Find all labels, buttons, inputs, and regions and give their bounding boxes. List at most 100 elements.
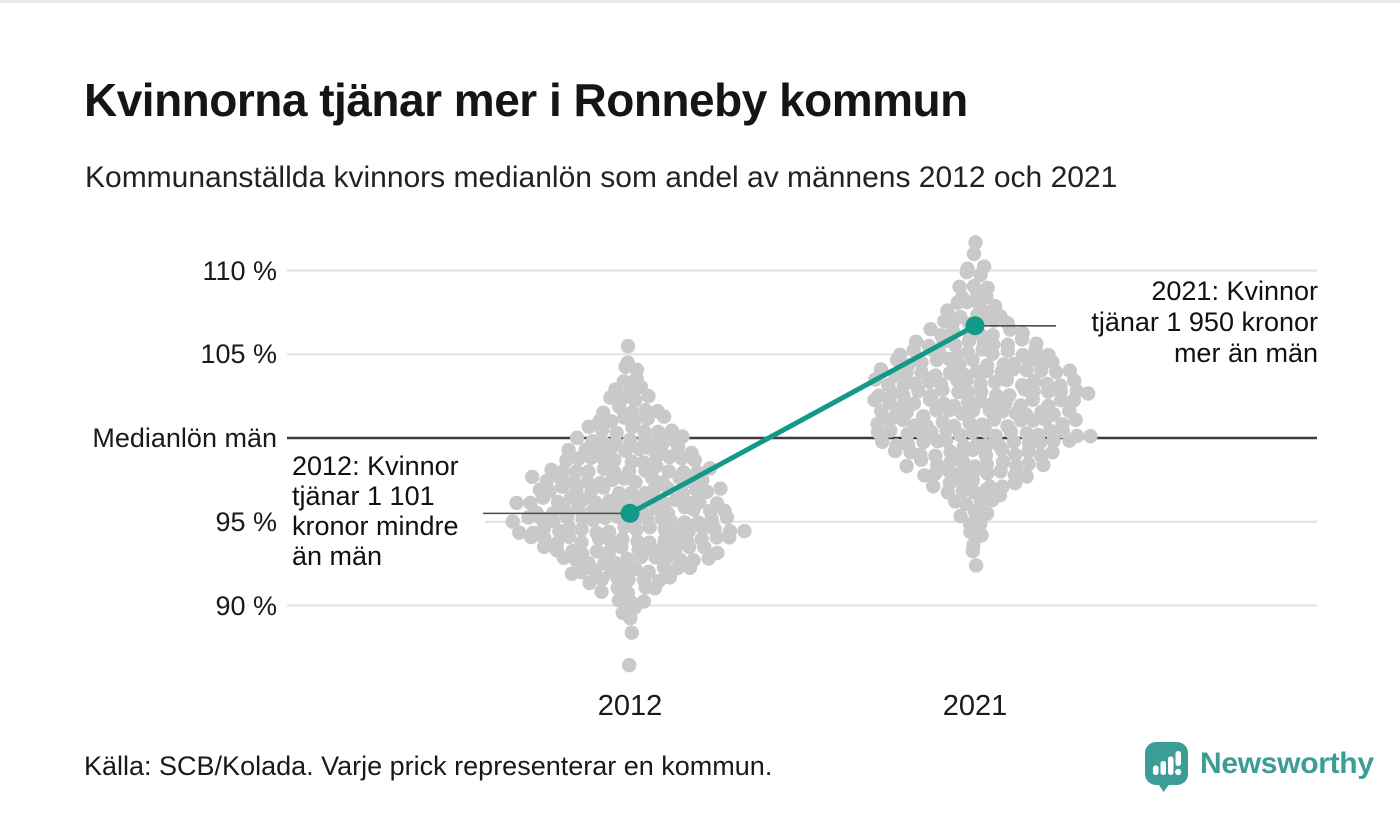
municipality-dot [965, 424, 980, 440]
municipality-dot [644, 470, 660, 485]
municipality-dot [674, 451, 690, 466]
municipality-dot [935, 382, 950, 398]
municipality-dot [973, 516, 988, 532]
municipality-dot [978, 438, 994, 453]
municipality-dot [963, 524, 978, 540]
municipality-dot [1045, 445, 1060, 460]
municipality-dot [682, 539, 697, 555]
municipality-dot [609, 570, 625, 585]
municipality-dot [896, 377, 912, 392]
municipality-dot [628, 561, 643, 576]
beeswarm-plot [287, 235, 1317, 673]
municipality-dot [979, 506, 995, 521]
municipality-dot [956, 455, 971, 470]
municipality-dot [596, 480, 611, 495]
municipality-dot [968, 558, 984, 573]
municipality-dot [1003, 322, 1018, 337]
municipality-dot [537, 539, 552, 555]
municipality-dot [633, 549, 649, 565]
municipality-dot [617, 519, 632, 535]
municipality-dot [1062, 433, 1077, 448]
municipality-dot [922, 392, 938, 407]
municipality-dot [951, 384, 966, 400]
municipality-dot [525, 469, 540, 485]
municipality-dot [648, 550, 663, 565]
municipality-dot [569, 430, 585, 445]
municipality-dot [505, 514, 520, 529]
municipality-dot [657, 521, 672, 537]
municipality-dot [888, 443, 903, 459]
municipality-dot [929, 403, 944, 418]
municipality-dot [641, 388, 656, 404]
municipality-dot [686, 502, 701, 517]
municipality-dot [1081, 386, 1096, 401]
municipality-dot [559, 453, 574, 468]
municipality-dot [923, 322, 938, 337]
municipality-dot [1027, 374, 1042, 389]
municipality-dot [649, 459, 664, 474]
municipality-dot [1026, 413, 1041, 428]
municipality-dot [521, 510, 536, 525]
municipality-dot [895, 412, 911, 428]
municipality-dot [965, 352, 980, 367]
municipality-dot [611, 592, 627, 608]
municipality-dot [631, 441, 647, 457]
municipality-dot [959, 264, 974, 280]
municipality-dot [1053, 393, 1069, 408]
municipality-dot [621, 572, 636, 587]
municipality-dot [623, 610, 638, 626]
chart-subtitle: Kommunanställda kvinnors medianlön som a… [85, 161, 1118, 194]
municipality-dot [1046, 433, 1061, 449]
municipality-dot [628, 475, 643, 490]
municipality-dot [701, 551, 716, 566]
municipality-dot [1038, 412, 1053, 427]
municipality-dot [875, 434, 890, 449]
municipality-dot [585, 512, 601, 528]
municipality-dot [1021, 444, 1036, 459]
municipality-dot [737, 523, 752, 539]
municipality-dot [596, 451, 611, 466]
municipality-dot [584, 483, 599, 498]
municipality-dot [624, 625, 639, 640]
municipality-dot [1007, 476, 1023, 491]
page-title: Kvinnorna tjänar mer i Ronneby kommun [84, 74, 968, 126]
municipality-dot [928, 466, 943, 481]
x-tick-label-2021: 2021 [942, 690, 1008, 722]
municipality-dot [603, 533, 619, 548]
municipality-dot [899, 364, 914, 380]
municipality-dot [929, 352, 944, 368]
y-tick-label-105: 105 % [200, 339, 277, 370]
municipality-dot [883, 412, 898, 427]
municipality-dot [629, 522, 644, 537]
municipality-dot [595, 422, 610, 438]
municipality-dot [985, 493, 1000, 508]
municipality-dot [985, 346, 1000, 361]
municipality-dot [867, 392, 882, 408]
municipality-dot [620, 338, 636, 354]
municipality-dot [582, 575, 597, 591]
municipality-dot [900, 426, 915, 442]
y-tick-label-110: 110 % [202, 255, 277, 286]
municipality-dot [713, 481, 728, 496]
municipality-dot [642, 519, 657, 535]
municipality-dot [926, 479, 941, 494]
municipality-dot [1005, 362, 1021, 377]
municipality-dot [966, 403, 981, 418]
municipality-dot [561, 529, 577, 544]
annotation-2012: 2012: Kvinnor tjänar 1 101 kronor mindre… [292, 451, 459, 571]
municipality-dot [917, 468, 932, 483]
municipality-dot [617, 471, 632, 486]
municipality-dot [913, 452, 929, 467]
municipality-dot [601, 544, 617, 559]
municipality-dot [974, 528, 989, 543]
municipality-dot [697, 539, 712, 555]
municipality-dot [986, 313, 1001, 328]
newsworthy-wordmark: Newsworthy [1200, 747, 1374, 780]
municipality-dot [512, 525, 527, 540]
municipality-dot [581, 419, 596, 434]
municipality-dot [1025, 392, 1040, 407]
municipality-dot [972, 296, 987, 312]
municipality-dot [614, 540, 629, 555]
municipality-dot [938, 433, 954, 448]
